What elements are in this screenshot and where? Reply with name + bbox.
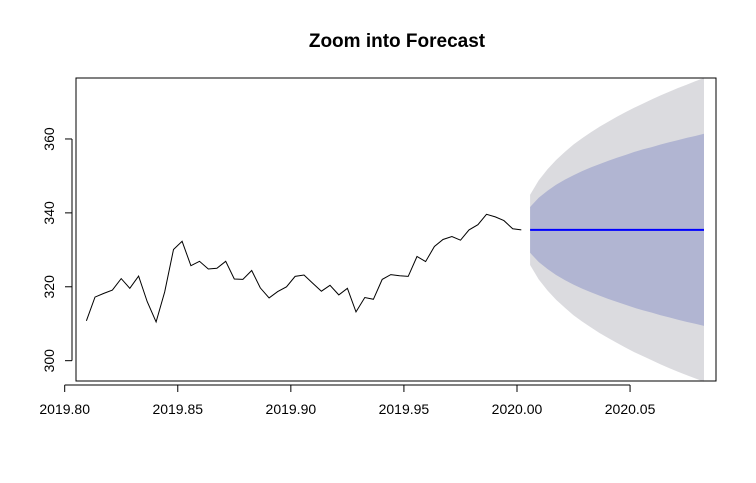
y-tick-label: 340: [41, 201, 57, 225]
x-axis: 2019.80 2019.85 2019.90 2019.95 2020.00 2020.…: [39, 384, 656, 417]
y-tick-label: 320: [41, 275, 57, 299]
x-tick-label: 2019.90: [266, 401, 317, 417]
observed-series-line: [85, 213, 522, 324]
x-tick-label: 2019.80: [39, 401, 90, 417]
plot-frame: [75, 77, 717, 382]
observed-layer: [85, 213, 522, 324]
chart-title: Zoom into Forecast: [309, 31, 486, 52]
y-tick-label: 300: [41, 349, 57, 373]
x-tick-label: 2019.95: [379, 401, 430, 417]
x-tick-label: 2019.85: [152, 401, 203, 417]
x-tick-label: 2020.05: [605, 401, 656, 417]
y-axis: 300 320 340 360: [41, 127, 73, 373]
y-tick-label: 360: [41, 127, 57, 151]
x-tick-label: 2020.00: [492, 401, 543, 417]
